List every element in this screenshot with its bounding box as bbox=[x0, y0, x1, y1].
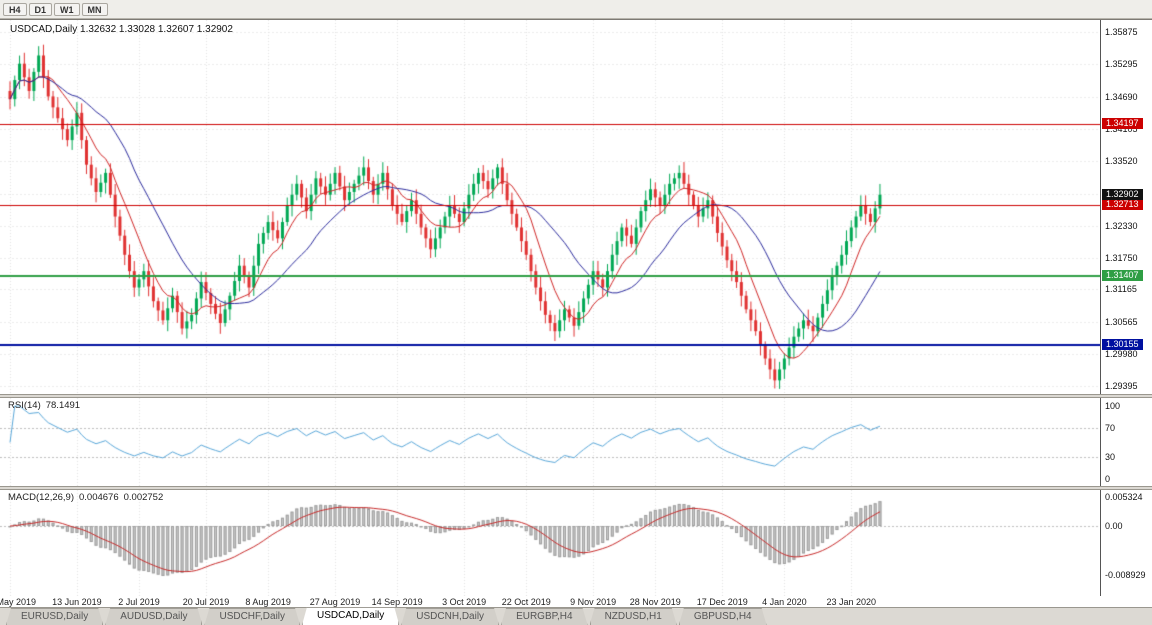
date-axis-label: 28 Nov 2019 bbox=[629, 597, 681, 607]
price-axis-label: 1.30565 bbox=[1105, 317, 1138, 328]
price-axis-label: 1.32330 bbox=[1105, 220, 1138, 231]
price-axis-label: 1.35875 bbox=[1105, 27, 1138, 38]
macd-label: MACD(12,26,9) 0.004676 0.002752 bbox=[8, 492, 168, 503]
rsi-panel: 100 70 30 0 RSI(14) 78.1491 bbox=[0, 398, 1152, 486]
macd-axis-label: 0.00 bbox=[1105, 521, 1123, 531]
chart-title: USDCAD,Daily 1.32632 1.33028 1.32607 1.3… bbox=[10, 24, 233, 35]
price-tag: 1.30155 bbox=[1102, 338, 1143, 350]
price-axis-label: 1.31165 bbox=[1105, 284, 1137, 295]
date-axis-label: 8 Aug 2019 bbox=[245, 597, 291, 607]
date-axis-label: 2 Jul 2019 bbox=[118, 597, 160, 607]
price-axis-label: 1.29395 bbox=[1105, 381, 1138, 392]
panel-splitter-rsi[interactable] bbox=[0, 394, 1152, 398]
price-axis-label: 1.34690 bbox=[1105, 91, 1138, 102]
chart-tab-bar: EURUSD,Daily AUDUSD,Daily USDCHF,Daily USDC… bbox=[0, 607, 1152, 625]
chart-tab-usdcad[interactable]: USDCAD,Daily bbox=[302, 607, 399, 625]
price-tag: 1.32902 bbox=[1102, 188, 1143, 200]
date-axis[interactable]: 25 May 2019 13 Jun 2019 2 Jul 2019 20 Jul 2… bbox=[0, 596, 1152, 609]
macd-canvas[interactable] bbox=[0, 490, 1100, 596]
price-axis-label: 1.33520 bbox=[1105, 155, 1138, 166]
main-price-axis[interactable]: 1.35875 1.35295 1.34690 1.34105 1.33520 1.329… bbox=[1100, 20, 1152, 394]
chart-tab-audusd[interactable]: AUDUSD,Daily bbox=[105, 608, 202, 625]
chart-tab-nzdusd[interactable]: NZDUSD,H1 bbox=[590, 608, 677, 625]
panel-splitter-macd[interactable] bbox=[0, 486, 1152, 490]
rsi-axis[interactable]: 100 70 30 0 bbox=[1100, 398, 1152, 486]
timeframe-w1-button[interactable]: W1 bbox=[54, 2, 80, 16]
macd-axis[interactable]: 0.005324 0.00 -0.008929 bbox=[1100, 490, 1152, 596]
date-axis-label: 14 Sep 2019 bbox=[371, 597, 423, 607]
price-chart-canvas[interactable] bbox=[0, 20, 1100, 394]
rsi-axis-label: 0 bbox=[1105, 474, 1111, 484]
main-price-panel: 1.35875 1.35295 1.34690 1.34105 1.33520 1.329… bbox=[0, 20, 1152, 394]
price-axis-label: 1.31750 bbox=[1105, 252, 1138, 263]
macd-main-value: 0.004676 bbox=[79, 492, 119, 503]
date-axis-label: 13 Jun 2019 bbox=[52, 597, 102, 607]
rsi-axis-label: 70 bbox=[1105, 422, 1116, 433]
chart-tab-eurusd[interactable]: EURUSD,Daily bbox=[6, 608, 103, 625]
chart-tab-usdchf[interactable]: USDCHF,Daily bbox=[204, 608, 300, 625]
date-axis-label: 22 Oct 2019 bbox=[501, 597, 551, 607]
date-axis-label: 23 Jan 2020 bbox=[826, 597, 877, 607]
chart-tab-gbpusd[interactable]: GBPUSD,H4 bbox=[679, 608, 767, 625]
price-tag: 1.34197 bbox=[1102, 117, 1143, 129]
macd-panel: 0.005324 0.00 -0.008929 MACD(12,26,9) 0.004… bbox=[0, 490, 1152, 596]
chart-window: 1.35875 1.35295 1.34690 1.34105 1.33520 1.329… bbox=[0, 19, 1152, 609]
date-axis-label: 9 Nov 2019 bbox=[570, 597, 617, 607]
timeframe-d1-button[interactable]: D1 bbox=[28, 2, 53, 16]
chart-tab-usdcnh[interactable]: USDCNH,Daily bbox=[401, 608, 499, 625]
date-axis-label: 4 Jan 2020 bbox=[762, 597, 807, 607]
rsi-canvas[interactable] bbox=[0, 398, 1100, 486]
timeframe-toolbar: H4 D1 W1 MN bbox=[0, 0, 1152, 19]
price-axis-label: 1.29980 bbox=[1105, 349, 1138, 360]
date-axis-label: 3 Oct 2019 bbox=[442, 597, 487, 607]
timeframe-h4-button[interactable]: H4 bbox=[3, 2, 27, 16]
macd-axis-label: 0.005324 bbox=[1105, 491, 1143, 502]
price-axis-label: 1.35295 bbox=[1105, 58, 1138, 69]
rsi-axis-label: 100 bbox=[1105, 401, 1121, 411]
date-axis-label: 25 May 2019 bbox=[0, 597, 37, 607]
date-axis-label: 17 Dec 2019 bbox=[696, 597, 748, 607]
rsi-indicator-name: RSI(14) bbox=[8, 400, 41, 411]
date-axis-label: 20 Jul 2019 bbox=[182, 597, 230, 607]
date-axis-label: 27 Aug 2019 bbox=[309, 597, 361, 607]
rsi-indicator-value: 78.1491 bbox=[45, 400, 81, 411]
price-tag: 1.31407 bbox=[1102, 270, 1143, 282]
rsi-label: RSI(14) 78.1491 bbox=[8, 400, 85, 411]
rsi-axis-label: 30 bbox=[1105, 452, 1116, 463]
price-axis-label: 1.34105 bbox=[1105, 123, 1138, 134]
macd-axis-label: -0.008929 bbox=[1105, 569, 1146, 580]
macd-signal-value: 0.002752 bbox=[123, 492, 164, 503]
timeframe-mn-button[interactable]: MN bbox=[81, 2, 108, 16]
chart-tab-eurgbp[interactable]: EURGBP,H4 bbox=[501, 608, 588, 625]
macd-indicator-name: MACD(12,26,9) bbox=[8, 492, 74, 503]
price-tag: 1.32713 bbox=[1102, 198, 1143, 210]
